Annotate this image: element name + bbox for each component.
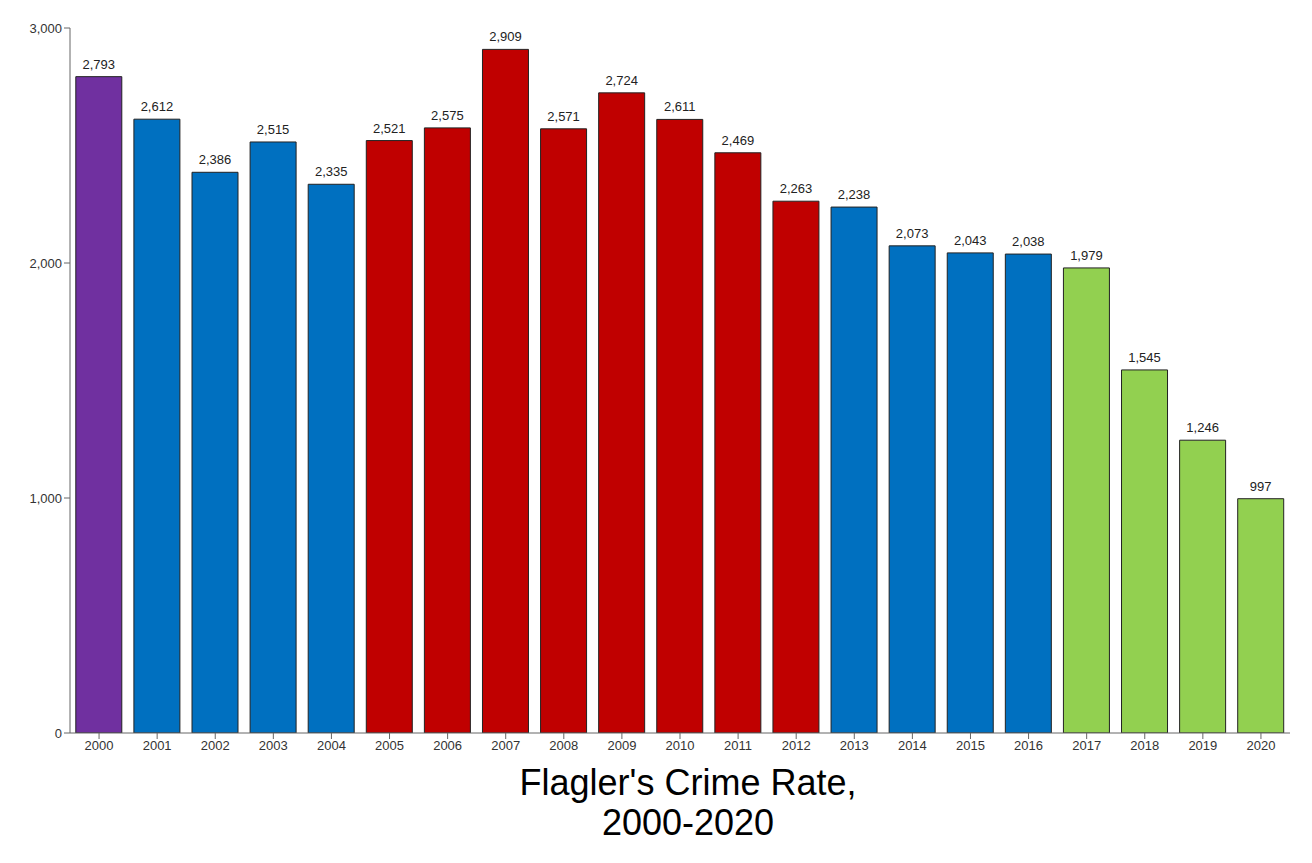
svg-text:2003: 2003: [259, 738, 288, 753]
html-text:Flagler's Crime Rate, 2000-202: Flagler's Crime Rate, 2000-2020: [519, 762, 857, 843]
svg-text:2,612: 2,612: [141, 99, 174, 114]
svg-text:2,469: 2,469: [722, 133, 755, 148]
svg-text:2,724: 2,724: [605, 73, 638, 88]
svg-text:1,545: 1,545: [1128, 350, 1161, 365]
svg-text:2,909: 2,909: [489, 29, 522, 44]
svg-text:1,000: 1,000: [29, 491, 62, 506]
svg-text:2006: 2006: [433, 738, 462, 753]
svg-text:2,073: 2,073: [896, 226, 929, 241]
svg-text:2001: 2001: [143, 738, 172, 753]
svg-text:2,000: 2,000: [29, 256, 62, 271]
svg-text:0: 0: [55, 726, 62, 741]
svg-text:3,000: 3,000: [29, 21, 62, 36]
svg-text:2,571: 2,571: [547, 109, 580, 124]
svg-text:2007: 2007: [491, 738, 520, 753]
svg-text:1,979: 1,979: [1070, 248, 1103, 263]
svg-text:2013: 2013: [840, 738, 869, 753]
svg-text:2019: 2019: [1188, 738, 1217, 753]
svg-text:2,611: 2,611: [664, 99, 696, 114]
svg-text:2009: 2009: [607, 738, 636, 753]
svg-text:2,793: 2,793: [83, 57, 116, 72]
svg-text:2,335: 2,335: [315, 164, 348, 179]
svg-text:2012: 2012: [782, 738, 811, 753]
svg-text:2015: 2015: [956, 738, 985, 753]
svg-text:2004: 2004: [317, 738, 346, 753]
svg-text:1,246: 1,246: [1186, 420, 1219, 435]
svg-text:2014: 2014: [898, 738, 927, 753]
svg-text:2,515: 2,515: [257, 122, 290, 137]
svg-text:2,575: 2,575: [431, 108, 464, 123]
svg-text:2,043: 2,043: [954, 233, 987, 248]
svg-text:2002: 2002: [201, 738, 230, 753]
svg-text:2010: 2010: [666, 738, 695, 753]
svg-text:2,386: 2,386: [199, 152, 232, 167]
svg-text:2,038: 2,038: [1012, 234, 1045, 249]
svg-text:2,521: 2,521: [373, 121, 406, 136]
svg-text:2,238: 2,238: [838, 187, 871, 202]
svg-text:997: 997: [1250, 479, 1272, 494]
svg-text:2018: 2018: [1130, 738, 1159, 753]
svg-text:2016: 2016: [1014, 738, 1043, 753]
svg-text:2008: 2008: [549, 738, 578, 753]
svg-text:2005: 2005: [375, 738, 404, 753]
svg-text:2000: 2000: [85, 738, 114, 753]
svg-text:2020: 2020: [1246, 738, 1275, 753]
svg-text:2017: 2017: [1072, 738, 1101, 753]
svg-text:2,263: 2,263: [780, 181, 813, 196]
svg-text:2011: 2011: [724, 738, 752, 753]
